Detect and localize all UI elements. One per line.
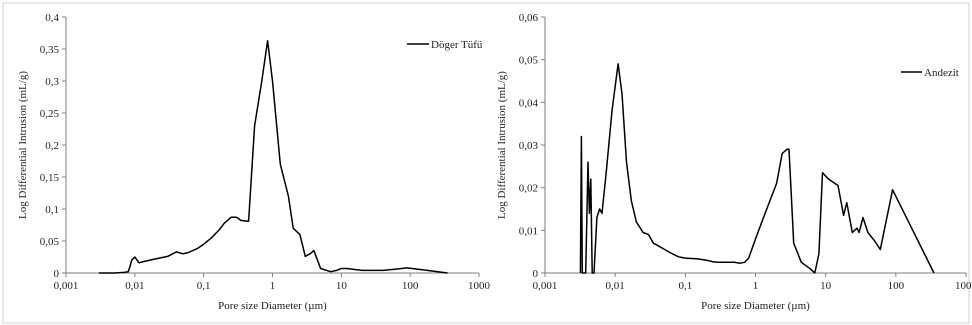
chart1-x-tick-label: 0,1 — [197, 280, 211, 292]
chart2-x-tick-label: 100 — [888, 280, 905, 292]
chart2-y-tick-label: 0,01 — [519, 225, 538, 237]
chart2-y-tick-label: 0,02 — [519, 183, 538, 195]
chart2-x-axis-title: Pore size Diameter (µm) — [701, 300, 810, 312]
chart1-y-tick-label: 0,3 — [45, 76, 59, 88]
chart1-x-tick-label: 0,001 — [54, 280, 79, 292]
chart1-y-tick-label: 0,2 — [45, 140, 59, 152]
chart1-x-axis-title: Pore size Diameter (µm) — [218, 300, 327, 312]
chart1-y-tick-label: 0 — [54, 268, 60, 280]
chart2-x-tick-label: 0,1 — [678, 280, 692, 292]
chart2-legend-label: Andezit — [924, 67, 959, 79]
chart2-x-tick-label: 1000 — [955, 280, 972, 292]
chart2-y-tick-label: 0,06 — [519, 12, 539, 24]
chart2-x-tick-label: 1 — [753, 280, 759, 292]
chart1-y-tick-label: 0,15 — [40, 172, 60, 184]
chart1-x-tick-label: 100 — [402, 280, 419, 292]
chart1-x-tick-label: 1 — [270, 280, 276, 292]
chart1-x-tick-label: 10 — [336, 280, 348, 292]
chart2-x-tick-label: 10 — [820, 280, 832, 292]
chart1-y-tick-label: 0,4 — [45, 12, 59, 24]
chart2-series-line — [579, 63, 935, 274]
chart1-y-tick-label: 0,1 — [45, 204, 59, 216]
chart2-x-tick-label: 0,01 — [606, 280, 625, 292]
chart2-y-tick-label: 0,03 — [519, 140, 539, 152]
chart2-y-axis-title: Log Differential Intrusion (mL/g) — [496, 71, 508, 219]
chart2-x-tick-label: 0,001 — [533, 280, 558, 292]
chart1-x-tick-label: 0,01 — [125, 280, 144, 292]
chart1-series-line — [98, 39, 448, 274]
chart2-y-tick-label: 0,05 — [519, 55, 539, 67]
chart1-y-tick-label: 0,25 — [40, 108, 60, 120]
chart2-y-tick-label: 0,04 — [519, 97, 539, 109]
chart1-y-axis-title: Log Differential Intrusion (mL/g) — [17, 71, 29, 219]
chart1-y-tick-label: 0,05 — [40, 236, 60, 248]
chart1-y-tick-label: 0,35 — [40, 44, 60, 56]
chart2-y-tick-label: 0 — [533, 268, 539, 280]
chart1-x-tick-label: 1000 — [468, 280, 491, 292]
chart1-legend-label: Döger Tüfü — [431, 39, 483, 51]
